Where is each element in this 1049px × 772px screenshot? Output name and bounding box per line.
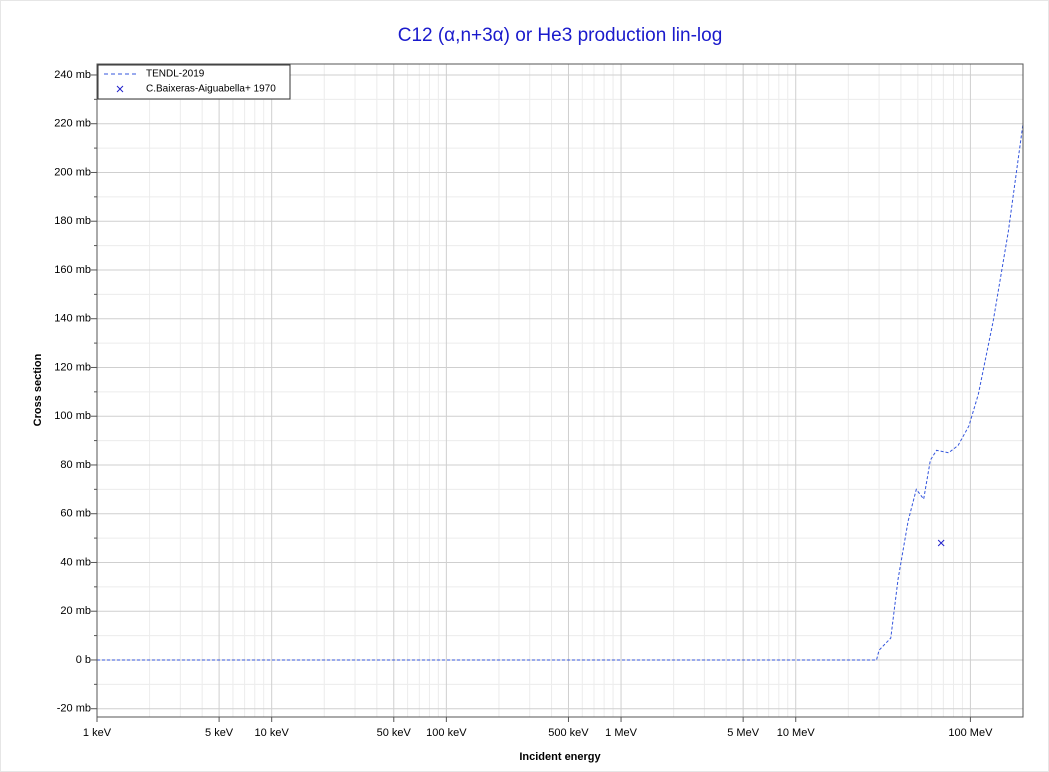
y-tick-label: -20 mb xyxy=(57,703,91,715)
y-tick-label: 100 mb xyxy=(54,410,91,422)
y-tick-label: 40 mb xyxy=(60,556,91,568)
plot-area xyxy=(97,64,1023,717)
x-tick-label: 1 keV xyxy=(83,727,112,739)
y-tick-label: 20 mb xyxy=(60,605,91,617)
x-tick-label: 100 MeV xyxy=(948,727,993,739)
y-tick-label: 80 mb xyxy=(60,459,91,471)
plot-frame xyxy=(96,63,1024,718)
x-axis-label: Incident energy xyxy=(519,751,601,763)
marks xyxy=(97,123,1023,661)
x-tick-label: 10 MeV xyxy=(777,727,816,739)
grid xyxy=(91,64,1024,722)
x-tick-label: 1 MeV xyxy=(605,727,637,739)
y-tick-label: 180 mb xyxy=(54,215,91,227)
y-tick-label: 140 mb xyxy=(54,313,91,325)
legend-box xyxy=(97,64,291,100)
x-tick-label: 500 keV xyxy=(548,727,589,739)
x-tick-label: 5 keV xyxy=(205,727,234,739)
y-tick-label: 220 mb xyxy=(54,118,91,130)
data-line xyxy=(97,123,1023,661)
chart-title: C12 (α,n+3α) or He3 production lin-log xyxy=(398,25,723,46)
y-tick-label: 240 mb xyxy=(54,69,91,81)
y-tick-label: 160 mb xyxy=(54,264,91,276)
y-tick-label: 200 mb xyxy=(54,166,91,178)
x-tick-label: 50 keV xyxy=(377,727,412,739)
legend-label: C.Baixeras-Aiguabella+ 1970 xyxy=(146,84,276,95)
y-tick-label: 0 b xyxy=(76,654,91,666)
y-tick-label: 60 mb xyxy=(60,508,91,520)
x-tick-label: 100 keV xyxy=(426,727,467,739)
legend-marker xyxy=(116,85,124,93)
legend-label: TENDL-2019 xyxy=(146,69,205,80)
legend: TENDL-2019 C.Baixeras-Aiguabella+ 1970 xyxy=(97,64,291,100)
x-tick-label: 5 MeV xyxy=(727,727,759,739)
x-tick-label: 10 keV xyxy=(255,727,290,739)
data-point xyxy=(937,539,945,547)
y-tick-label: 120 mb xyxy=(54,361,91,373)
y-axis-label: Cross section xyxy=(32,353,44,426)
